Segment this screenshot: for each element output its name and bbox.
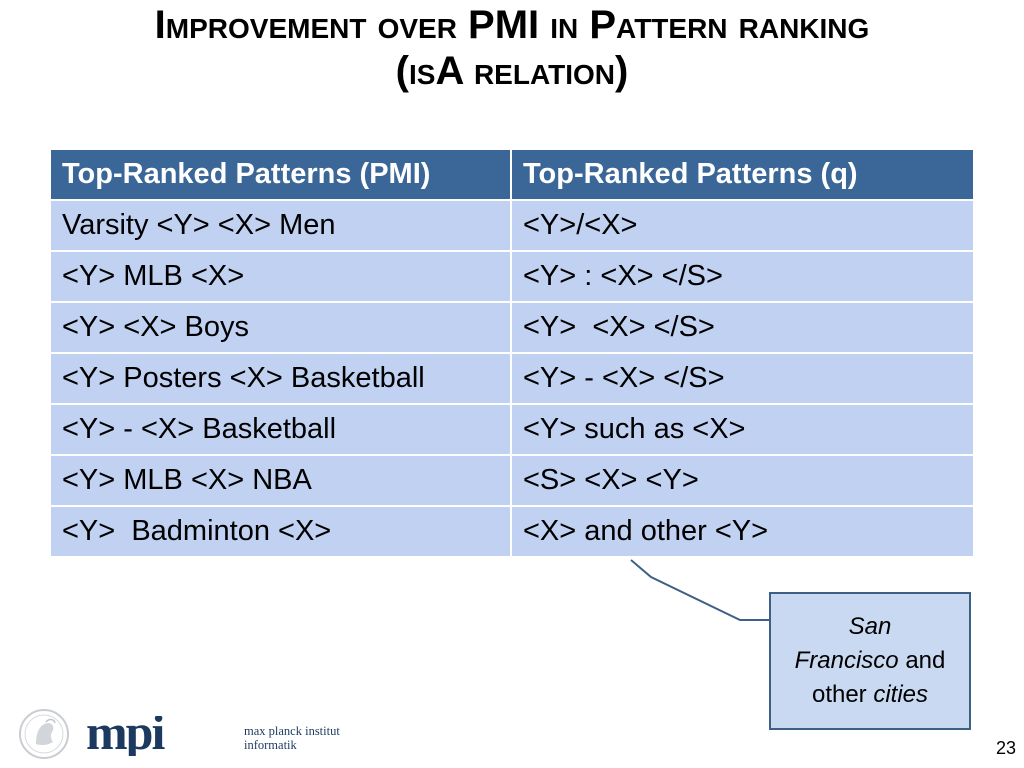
table-row: <Y> MLB <X> NBA <S> <X> <Y> — [51, 454, 973, 506]
callout-text-and: and — [898, 647, 946, 674]
callout-text-cities: cities — [873, 681, 929, 708]
callout-box: San Francisco and other cities — [769, 592, 971, 730]
cell-q: <X> and other <Y> — [511, 505, 973, 556]
cell-pmi: <Y> MLB <X> NBA — [51, 454, 512, 506]
header-pmi: Top-Ranked Patterns (PMI) — [51, 150, 512, 201]
cell-q: <Y> - <X> </S> — [511, 352, 973, 404]
mpi-logo-icon: mpi — [86, 716, 167, 756]
patterns-table: Top-Ranked Patterns (PMI) Top-Ranked Pat… — [51, 150, 973, 556]
minerva-seal-icon — [19, 709, 69, 759]
callout-text-san: San — [848, 613, 892, 640]
cell-q: <Y>/<X> — [511, 199, 973, 251]
header-q: Top-Ranked Patterns (q) — [511, 150, 973, 201]
cell-pmi: <Y> Badminton <X> — [51, 505, 512, 556]
cell-q: <S> <X> <Y> — [511, 454, 973, 506]
cell-pmi: Varsity <Y> <X> Men — [51, 199, 512, 251]
title-line-1: Improvement over PMI in Pattern ranking — [154, 3, 870, 47]
table-row: <Y> <X> Boys <Y> <X> </S> — [51, 301, 973, 353]
mpi-logo-text: mpi — [86, 716, 165, 756]
cell-q: <Y> such as <X> — [511, 403, 973, 455]
callout-text: San Francisco and other cities — [795, 610, 946, 712]
institute-line-2: informatik — [244, 738, 297, 752]
slide-title: Improvement over PMI in Pattern ranking … — [0, 2, 1024, 94]
table-row: Varsity <Y> <X> Men <Y>/<X> — [51, 199, 973, 251]
cell-pmi: <Y> - <X> Basketball — [51, 403, 512, 455]
institute-name: max planck institut informatik — [244, 724, 340, 752]
cell-pmi: <Y> MLB <X> — [51, 250, 512, 302]
callout-text-francisco: Francisco — [794, 647, 899, 674]
cell-pmi: <Y> <X> Boys — [51, 301, 512, 353]
cell-q: <Y> : <X> </S> — [511, 250, 973, 302]
callout-pointer-line — [630, 559, 769, 621]
table-row: <Y> Badminton <X> <X> and other <Y> — [51, 505, 973, 556]
cell-pmi: <Y> Posters <X> Basketball — [51, 352, 512, 404]
table-row: <Y> Posters <X> Basketball <Y> - <X> </S… — [51, 352, 973, 404]
table-row: <Y> - <X> Basketball <Y> such as <X> — [51, 403, 973, 455]
table-row: <Y> MLB <X> <Y> : <X> </S> — [51, 250, 973, 302]
cell-q: <Y> <X> </S> — [511, 301, 973, 353]
title-line-2: (isA relation) — [395, 49, 629, 93]
table-header-row: Top-Ranked Patterns (PMI) Top-Ranked Pat… — [51, 150, 973, 201]
institute-line-1: max planck institut — [244, 724, 340, 738]
page-number: 23 — [995, 738, 1016, 758]
callout-text-other: other — [811, 681, 874, 708]
